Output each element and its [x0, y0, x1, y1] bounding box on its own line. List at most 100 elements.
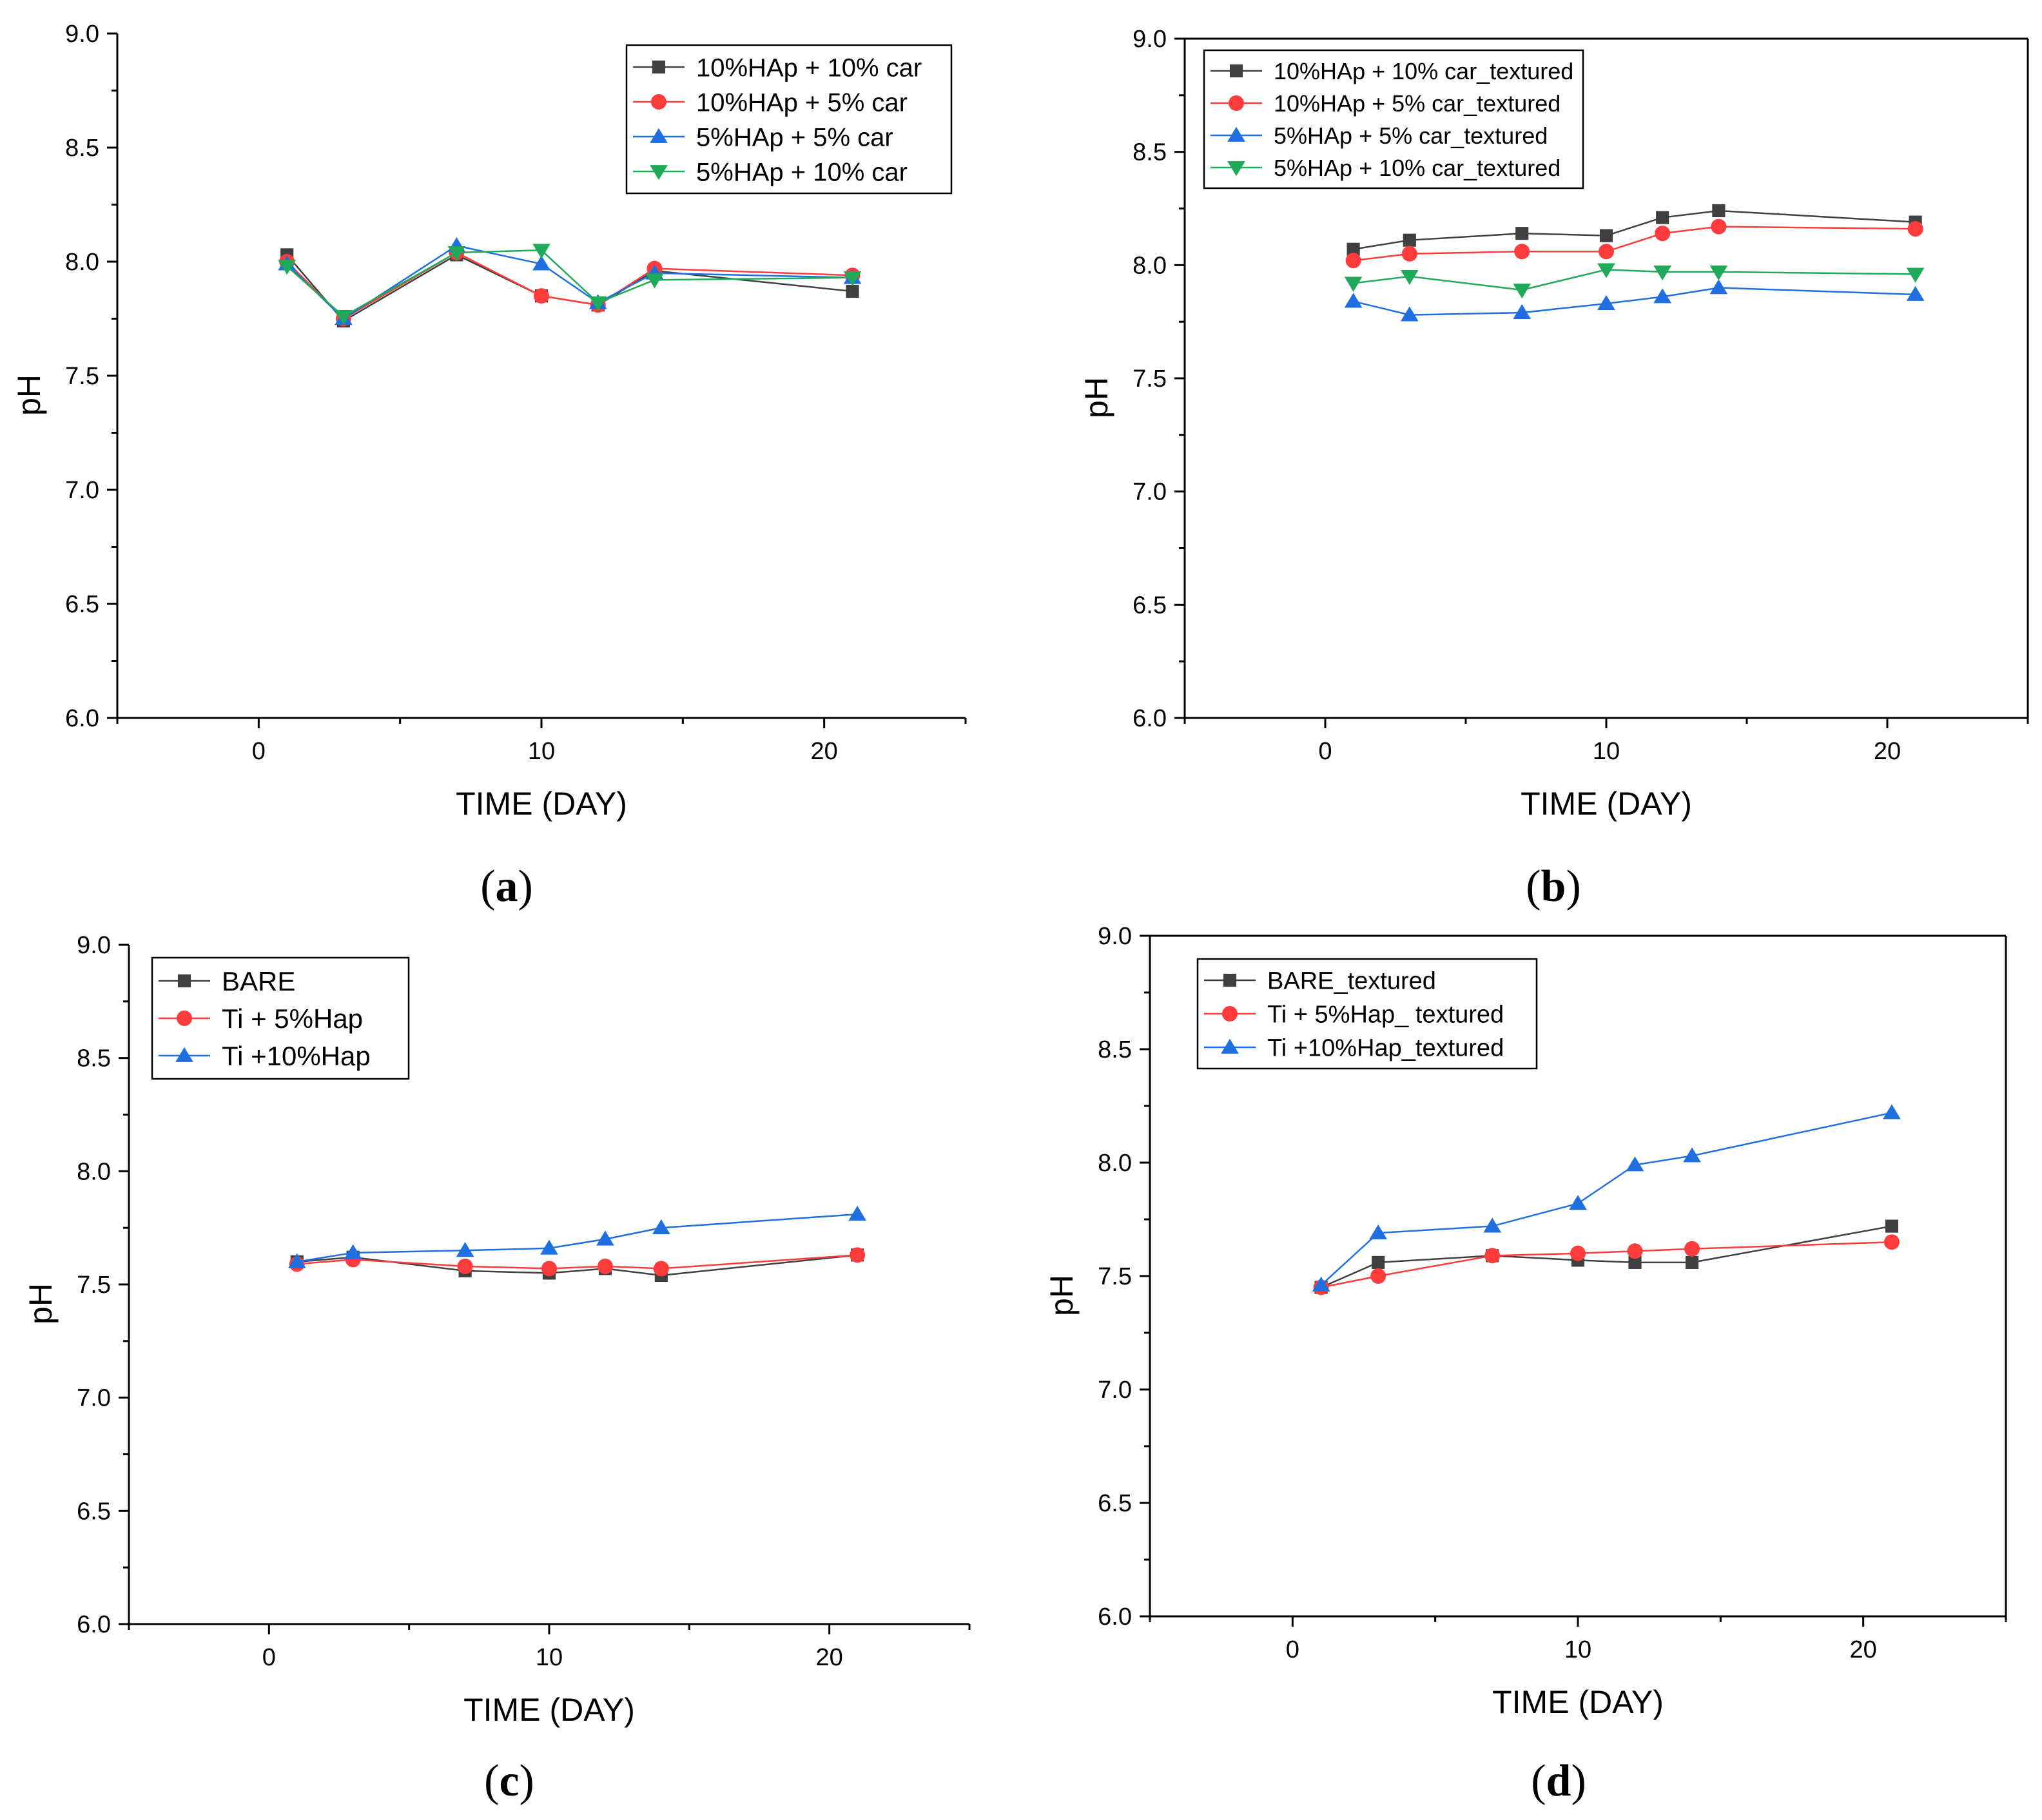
- chart-panel-b: 6.0 6.5 7.0 7.5 8.0 8.5 9.0 0 10 20 TIME (DAY) pH 10…: [1078, 26, 2029, 911]
- x-tick-label: 0: [252, 738, 266, 765]
- legend-label: Ti + 5%Hap: [222, 1003, 363, 1034]
- x-axis-title: TIME (DAY): [1492, 1684, 1664, 1720]
- data-point: [846, 284, 859, 298]
- y-tick-label: 8.0: [65, 249, 99, 276]
- legend: 10%HAp + 10% car 10%HAp + 5% car 5%HAp + 5…: [625, 44, 953, 195]
- data-point: [1907, 221, 1923, 237]
- legend-label: BARE_textured: [1267, 968, 1436, 995]
- data-point: [1369, 1224, 1387, 1240]
- data-point: [335, 310, 353, 325]
- data-point: [1344, 276, 1363, 292]
- x-axis-title: TIME (DAY): [1521, 786, 1692, 822]
- chart-panel-c: 6.0 6.5 7.0 7.5 8.0 8.5 9.0 0 10 20 TIME (DAY) pH BA…: [23, 932, 971, 1806]
- y-tick-label: 6.0: [1133, 705, 1167, 732]
- x-tick-label: 20: [811, 738, 838, 765]
- data-point: [1683, 1147, 1701, 1163]
- series-line: [1321, 1225, 1892, 1288]
- x-tick-label: 0: [1318, 738, 1332, 765]
- series-2: [1313, 1234, 1900, 1295]
- data-point: [588, 296, 607, 311]
- legend-marker: [1227, 161, 1245, 177]
- series-line: [1353, 287, 1916, 316]
- legend-marker: [1227, 126, 1245, 142]
- legend-label: 5%HAp + 10% car: [696, 158, 908, 186]
- panel-label: (c): [484, 1756, 534, 1806]
- legend-label: 10%HAp + 5% car_textured: [1274, 90, 1561, 117]
- data-point: [1883, 1104, 1901, 1119]
- y-tick-label: 6.0: [1098, 1603, 1132, 1631]
- series-4: [278, 244, 862, 325]
- data-point: [540, 1239, 558, 1255]
- data-point: [1514, 244, 1530, 260]
- series-2: [289, 1247, 866, 1277]
- x-tick-label: 0: [1286, 1636, 1299, 1663]
- data-point: [1400, 306, 1419, 322]
- y-tick-label: 6.0: [77, 1611, 111, 1638]
- data-point: [1372, 1255, 1385, 1269]
- data-point: [532, 244, 550, 259]
- y-axis-title: pH: [1078, 377, 1114, 418]
- data-point: [1403, 233, 1416, 247]
- data-point: [1883, 1234, 1900, 1250]
- data-point: [850, 1247, 866, 1263]
- x-tick-label: 20: [816, 1644, 843, 1671]
- data-point: [1597, 295, 1615, 310]
- data-point: [1597, 263, 1615, 278]
- data-point: [278, 260, 297, 275]
- data-point: [1513, 304, 1532, 320]
- data-point: [1655, 226, 1671, 242]
- legend-marker: [1229, 64, 1243, 78]
- data-point: [457, 1258, 473, 1274]
- series-line: [297, 1213, 858, 1263]
- data-point: [456, 1242, 474, 1257]
- data-point: [848, 1205, 866, 1221]
- data-point: [1626, 1156, 1644, 1172]
- data-point: [1599, 244, 1614, 260]
- y-tick-label: 8.5: [1133, 139, 1167, 166]
- legend-marker: [177, 1011, 192, 1026]
- x-axis-title: TIME (DAY): [463, 1692, 635, 1728]
- data-point: [1906, 286, 1925, 301]
- series-1: [290, 1248, 864, 1283]
- y-tick-label: 9.0: [1098, 923, 1132, 950]
- y-tick-label: 7.5: [1133, 365, 1167, 392]
- legend-label: 10%HAp + 10% car: [696, 53, 922, 82]
- data-point: [1370, 1268, 1386, 1284]
- data-point: [653, 1261, 669, 1277]
- y-tick-label: 9.0: [65, 21, 99, 48]
- data-point: [1709, 279, 1728, 295]
- y-tick-label: 9.0: [77, 932, 111, 959]
- legend: BARE Ti + 5%Hap Ti +10%Hap: [151, 956, 410, 1080]
- series-1: [1347, 204, 1922, 256]
- series-3: [287, 1205, 866, 1268]
- x-tick-label: 0: [262, 1644, 276, 1671]
- x-axis-title: TIME (DAY): [456, 786, 627, 822]
- series-line: [1353, 209, 1916, 250]
- legend-marker: [177, 974, 191, 988]
- x-tick-label: 20: [1874, 738, 1901, 765]
- legend-marker: [652, 60, 666, 74]
- series-2: [1345, 218, 1923, 269]
- y-tick-label: 7.0: [1133, 479, 1167, 506]
- y-axis-title: pH: [23, 1283, 59, 1324]
- series-line: [297, 1254, 858, 1277]
- data-point: [1401, 246, 1417, 262]
- data-point: [1711, 218, 1727, 235]
- x-tick-label: 10: [536, 1644, 563, 1671]
- data-point: [652, 1219, 670, 1235]
- legend-label: Ti +10%Hap_textured: [1267, 1035, 1504, 1062]
- y-tick-label: 8.5: [1098, 1036, 1132, 1063]
- legend-label: 10%HAp + 10% car_textured: [1274, 58, 1573, 84]
- series-line: [1320, 1112, 1892, 1286]
- y-tick-label: 7.0: [1098, 1377, 1132, 1404]
- chart-panel-a: 6.0 6.5 7.0 7.5 8.0 8.5 9.0 0 10 20 TIME (DAY) pH 10…: [11, 21, 967, 911]
- legend-marker: [175, 1047, 193, 1062]
- legend-marker: [1229, 95, 1244, 111]
- data-point: [597, 1258, 613, 1274]
- legend: 10%HAp + 10% car_textured 10%HAp + 5% car…: [1203, 49, 1584, 189]
- y-tick-label: 7.5: [65, 363, 99, 390]
- x-tick-label: 10: [1564, 1636, 1591, 1663]
- series-3: [1312, 1104, 1901, 1292]
- series-3: [1344, 279, 1925, 322]
- legend-marker: [650, 128, 668, 143]
